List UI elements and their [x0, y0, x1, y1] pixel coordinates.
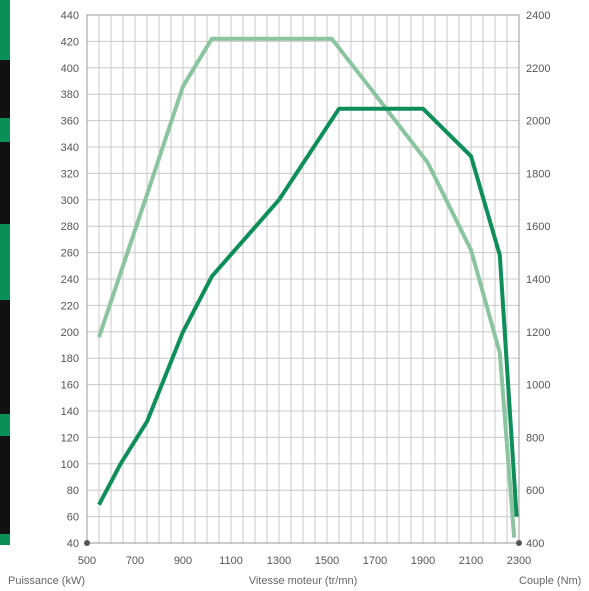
y-left-axis-ticks: 40 60 80 100 120 140 160 180 200 220 240 260 280 300 3… — [61, 10, 79, 550]
x-tick-label: 1700 — [363, 555, 387, 567]
y-right-tick-label: 600 — [526, 485, 544, 497]
y-right-tick-label: 1400 — [526, 274, 550, 286]
y-right-tick-label: 1000 — [526, 380, 550, 392]
plot-grid — [86, 14, 520, 544]
y-left-tick-label: 80 — [67, 485, 79, 497]
y-right-tick-label: 1600 — [526, 221, 550, 233]
x-tick-label: 2300 — [507, 555, 531, 567]
x-axis-end-dot — [516, 540, 522, 546]
x-axis-ticks: 500 700 900 1100 1300 1500 1700 1900 2100 2300 — [78, 555, 531, 567]
y-right-tick-label: 1800 — [526, 168, 550, 180]
y-left-tick-label: 240 — [61, 274, 79, 286]
y-left-tick-label: 60 — [67, 512, 79, 524]
left-accent-bar — [0, 0, 10, 545]
y-left-tick-label: 380 — [61, 89, 79, 101]
x-tick-label: 900 — [174, 555, 192, 567]
y-right-tick-label: 800 — [526, 432, 544, 444]
y-left-tick-label: 180 — [61, 353, 79, 365]
y-left-tick-label: 400 — [61, 63, 79, 75]
y-left-tick-label: 100 — [61, 459, 79, 471]
x-tick-label: 1900 — [411, 555, 435, 567]
x-tick-label: 700 — [126, 555, 144, 567]
y-left-tick-label: 220 — [61, 300, 79, 312]
torque-series-line — [97, 36, 517, 538]
y-left-tick-label: 440 — [61, 10, 79, 22]
y-right-tick-label: 2000 — [526, 116, 550, 128]
x-tick-label: 1500 — [315, 555, 339, 567]
x-tick-label: 1300 — [267, 555, 291, 567]
y-right-tick-label: 400 — [526, 538, 544, 550]
x-tick-label: 1100 — [219, 555, 243, 567]
y-right-tick-label: 2400 — [526, 10, 550, 22]
y-right-axis-ticks: 400 600 800 1000 1200 1400 1600 1800 2000 2200 240… — [526, 10, 550, 550]
plot-border — [86, 14, 520, 544]
y-right-tick-label: 2200 — [526, 63, 550, 75]
y-left-tick-label: 140 — [61, 406, 79, 418]
y-left-tick-label: 40 — [67, 538, 79, 550]
y-left-tick-label: 260 — [61, 248, 79, 260]
x-tick-label: 2100 — [459, 555, 483, 567]
y-left-tick-label: 340 — [61, 142, 79, 154]
y-left-tick-label: 160 — [61, 380, 79, 392]
power-series-line — [97, 106, 519, 517]
x-axis-origin-dot — [84, 540, 90, 546]
y-left-tick-label: 280 — [61, 221, 79, 233]
x-tick-label: 500 — [78, 555, 96, 567]
y-left-tick-label: 320 — [61, 168, 79, 180]
x-axis-title: Vitesse moteur (tr/mn) — [249, 575, 358, 587]
plot-frame — [86, 14, 520, 544]
y-left-tick-label: 360 — [61, 116, 79, 128]
y-right-axis-title: Couple (Nm) — [519, 575, 581, 587]
y-left-tick-label: 420 — [61, 36, 79, 48]
y-left-axis-title: Puissance (kW) — [8, 575, 85, 587]
series-layer — [97, 36, 519, 538]
y-left-tick-label: 120 — [61, 432, 79, 444]
y-left-tick-label: 200 — [61, 327, 79, 339]
y-right-tick-label: 1200 — [526, 327, 550, 339]
y-left-tick-label: 300 — [61, 195, 79, 207]
